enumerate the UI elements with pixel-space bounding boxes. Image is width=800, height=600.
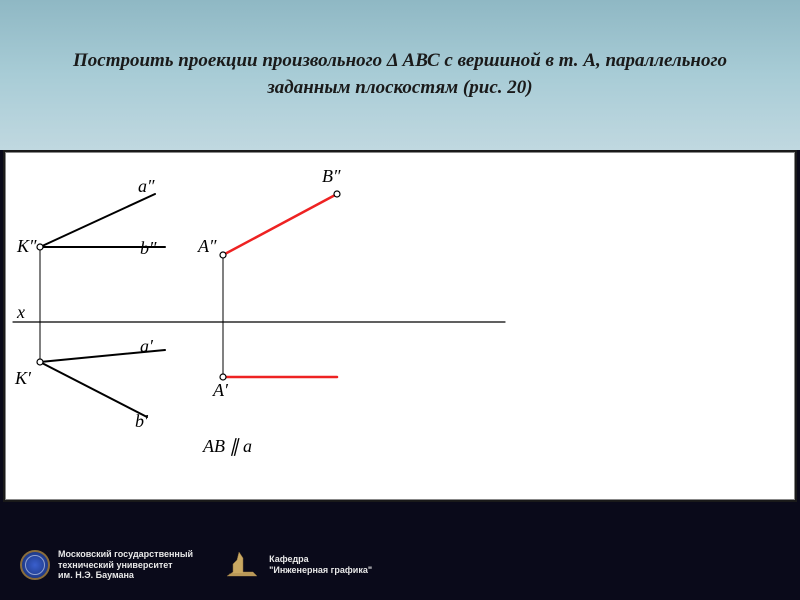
svg-text:A″: A″ bbox=[197, 236, 217, 256]
diagram-panel: x K″ K′ a″ b″ a′ b′ A″ A′ B″ AB ∥ a bbox=[3, 150, 797, 502]
svg-text:K′: K′ bbox=[14, 368, 32, 388]
svg-text:AB ∥ a: AB ∥ a bbox=[202, 436, 252, 456]
footer-org-1: Московский государственный технический у… bbox=[20, 549, 193, 581]
svg-text:K″: K″ bbox=[16, 236, 37, 256]
footer-text-2: Кафедра "Инженерная графика" bbox=[269, 554, 372, 576]
svg-text:B″: B″ bbox=[322, 166, 341, 186]
footer-text-1: Московский государственный технический у… bbox=[58, 549, 193, 581]
svg-text:a″: a″ bbox=[138, 176, 155, 196]
svg-text:x: x bbox=[16, 302, 25, 322]
diagram-svg: x K″ K′ a″ b″ a′ b′ A″ A′ B″ AB ∥ a bbox=[5, 152, 795, 500]
department-icon bbox=[223, 550, 261, 580]
footer-org-2: Кафедра "Инженерная графика" bbox=[223, 550, 372, 580]
svg-text:b′: b′ bbox=[135, 411, 149, 431]
svg-text:b″: b″ bbox=[140, 238, 157, 258]
university-seal-icon bbox=[20, 550, 50, 580]
page-title: Построить проекции произвольного Δ АВС с… bbox=[40, 48, 760, 101]
svg-text:A′: A′ bbox=[212, 380, 229, 400]
svg-text:a′: a′ bbox=[140, 336, 154, 356]
footer: Московский государственный технический у… bbox=[0, 530, 800, 600]
header: Построить проекции произвольного Δ АВС с… bbox=[0, 0, 800, 150]
